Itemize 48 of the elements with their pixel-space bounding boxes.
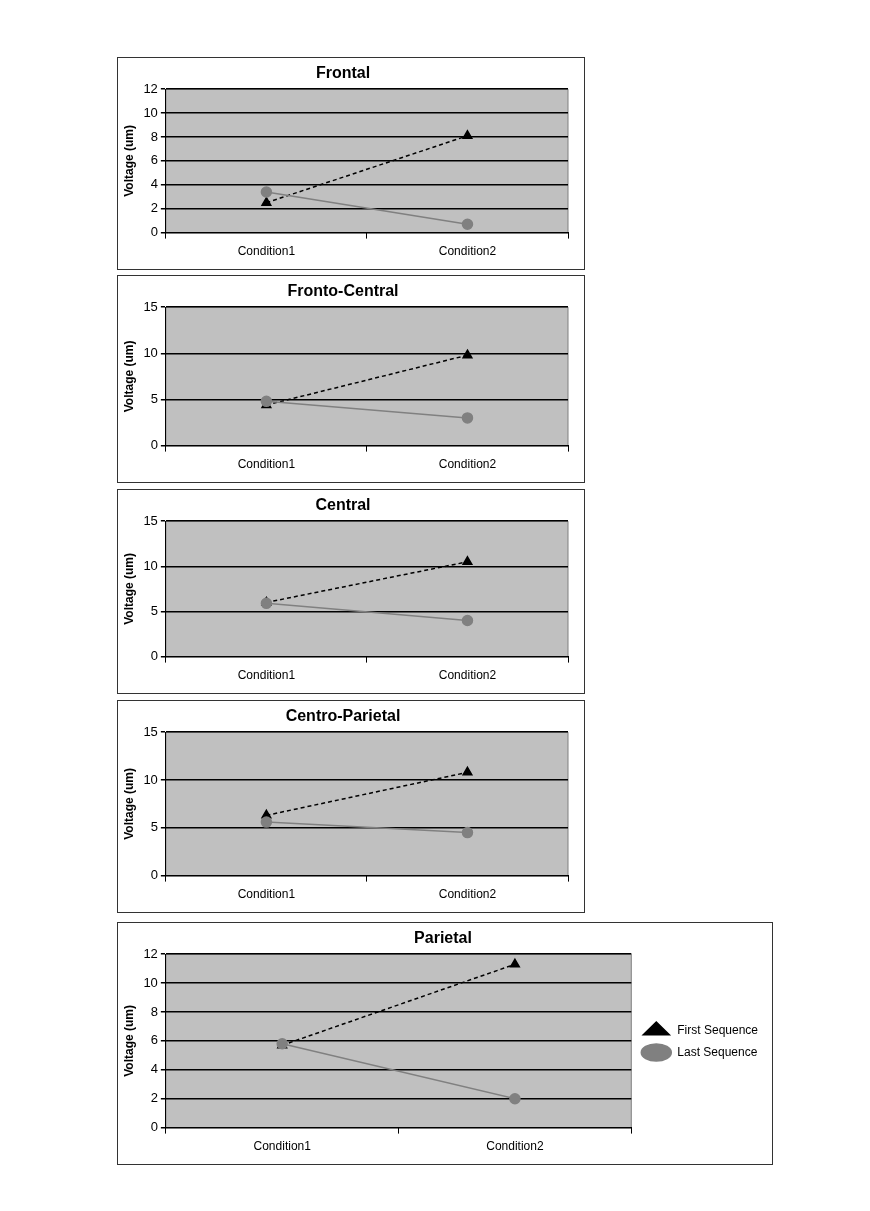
x-tick-label: Condition2 (438, 457, 497, 472)
y-axis-title: Voltage (um) (121, 1005, 136, 1077)
y-axis-title: Voltage (um) (121, 125, 136, 197)
y-axis-title: Voltage (um) (121, 553, 136, 625)
legend-label: Last Sequence (677, 1044, 758, 1059)
chart-title: Parietal (414, 929, 472, 947)
y-tick-label: 6 (150, 1032, 158, 1048)
y-tick-label: 2 (150, 1090, 158, 1106)
legend-label: First Sequence (677, 1022, 759, 1037)
y-tick-label: 2 (150, 200, 158, 216)
y-tick-label: 0 (150, 224, 158, 240)
x-tick-label: Condition1 (237, 887, 296, 902)
y-tick-label: 5 (150, 391, 158, 407)
y-tick-label: 10 (143, 771, 158, 787)
y-tick-label: 5 (150, 819, 158, 835)
y-tick-label: 0 (150, 1119, 158, 1135)
y-tick-label: 10 (143, 557, 158, 573)
chart-title: Fronto-Central (287, 282, 399, 300)
x-tick-label: Condition1 (237, 244, 296, 259)
y-tick-label: 15 (143, 512, 158, 528)
y-tick-label: 4 (150, 176, 158, 192)
x-tick-label: Condition1 (237, 668, 296, 683)
chart-title: Centro-Parietal (285, 707, 401, 725)
y-tick-label: 15 (143, 723, 158, 739)
x-tick-label: Condition1 (237, 457, 296, 472)
y-tick-label: 10 (143, 974, 158, 990)
y-tick-label: 12 (143, 80, 158, 96)
chart-title: Frontal (315, 64, 371, 82)
chart-title: Central (315, 496, 371, 514)
x-tick-label: Condition2 (438, 668, 497, 683)
y-tick-label: 0 (150, 648, 158, 664)
y-tick-label: 0 (150, 437, 158, 453)
x-tick-label: Condition1 (253, 1139, 312, 1154)
y-tick-label: 5 (150, 603, 158, 619)
x-tick-label: Condition2 (438, 887, 497, 902)
x-tick-label: Condition2 (486, 1139, 544, 1154)
y-tick-label: 10 (143, 104, 158, 120)
x-tick-label: Condition2 (438, 244, 497, 259)
y-tick-label: 6 (150, 152, 158, 168)
y-tick-label: 12 (143, 945, 158, 961)
y-tick-label: 0 (150, 867, 158, 883)
y-tick-label: 4 (150, 1061, 158, 1077)
y-tick-label: 15 (143, 298, 158, 314)
y-tick-label: 8 (150, 1003, 158, 1019)
y-tick-label: 8 (150, 128, 158, 144)
y-axis-title: Voltage (um) (121, 340, 136, 413)
y-tick-label: 10 (143, 344, 158, 360)
y-axis-title: Voltage (um) (121, 768, 136, 840)
